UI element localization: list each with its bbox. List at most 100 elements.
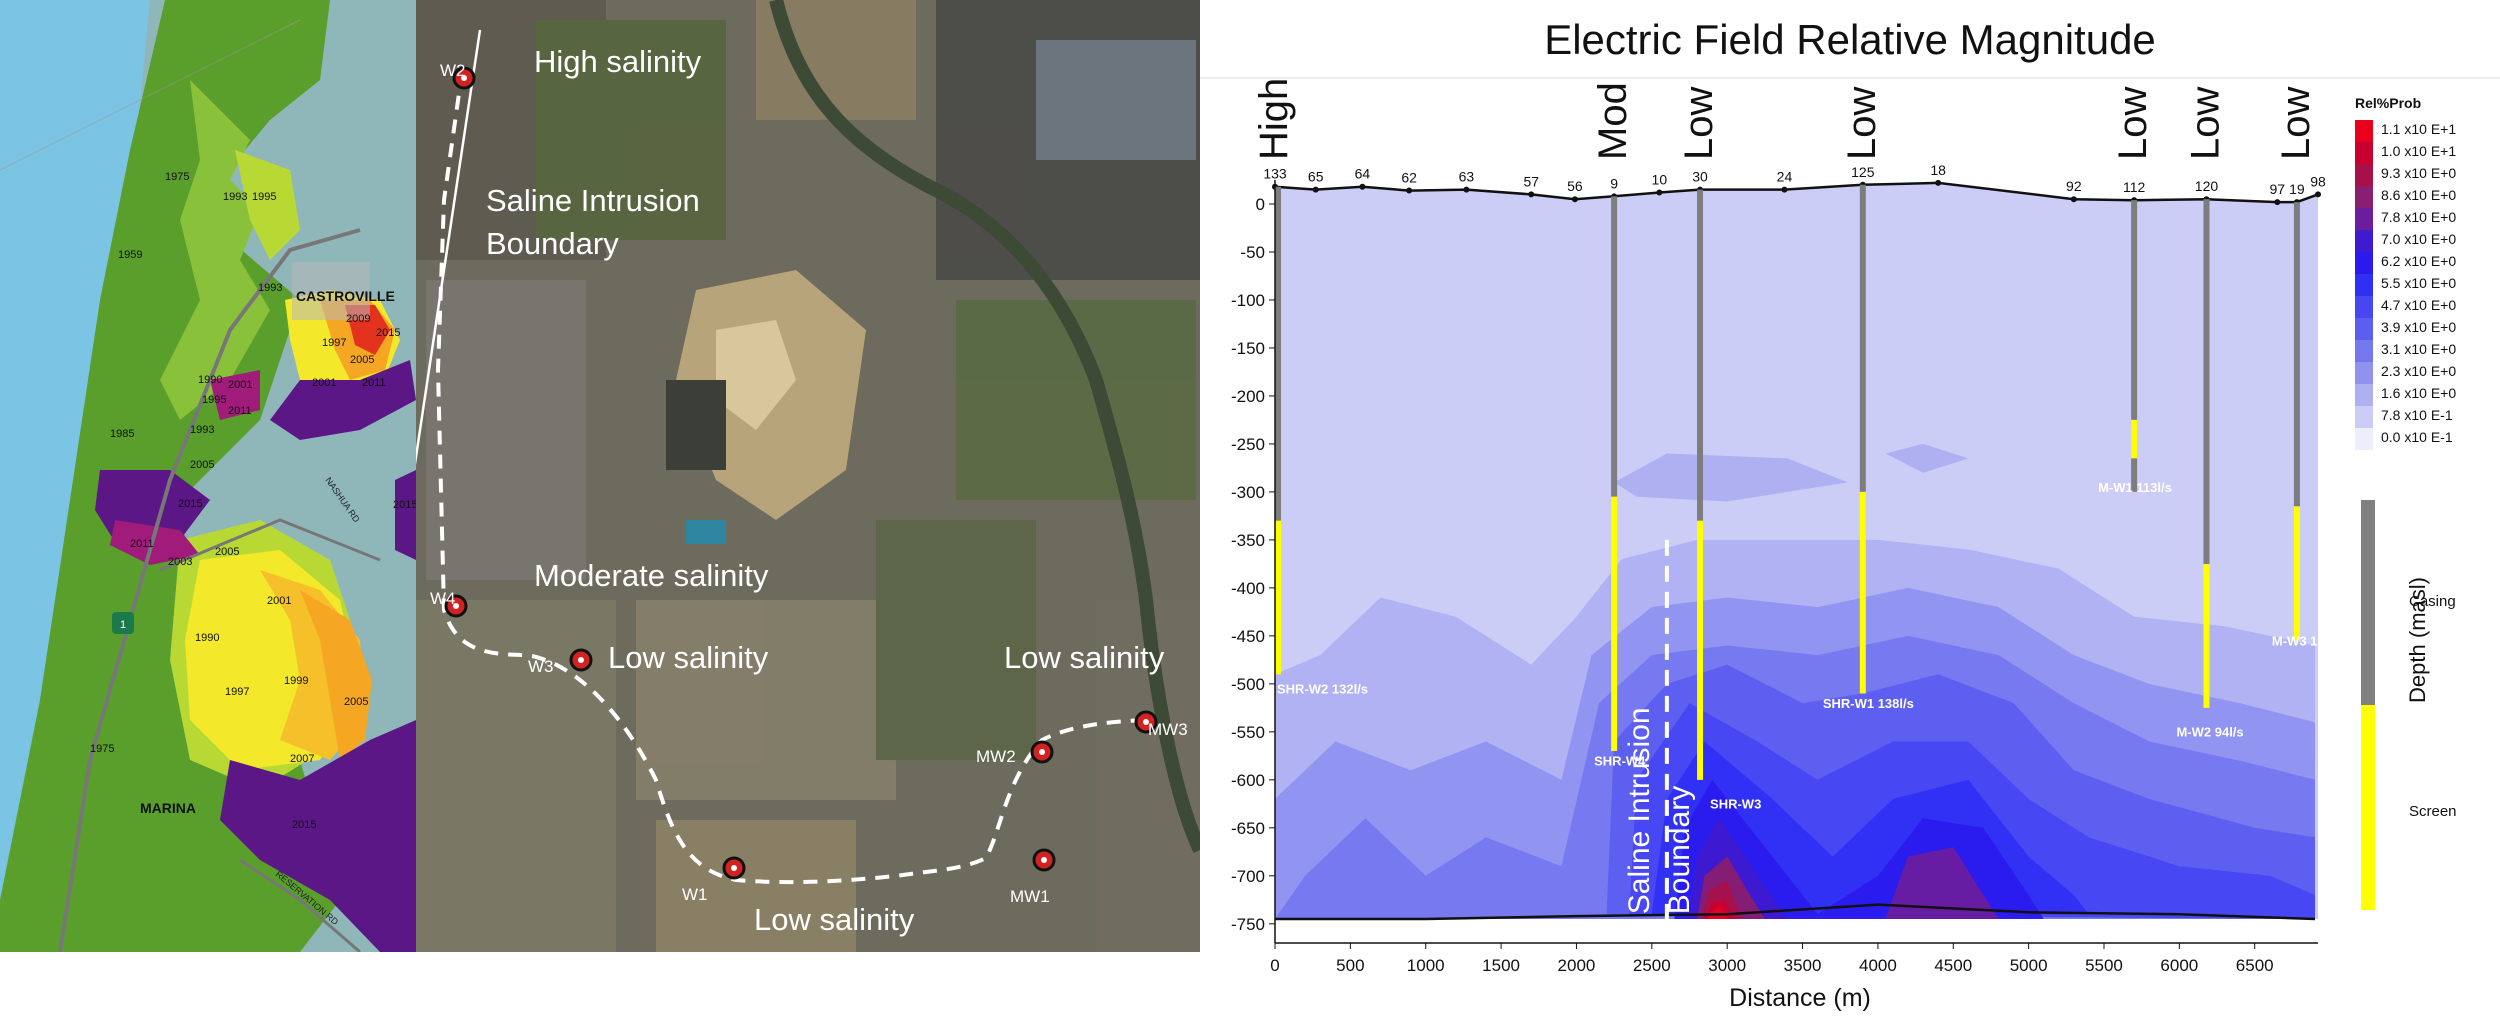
well-label-w4: W4 xyxy=(430,589,456,608)
intrusion-zone-1985 xyxy=(160,80,270,420)
well-mw1-marker[interactable] xyxy=(1032,848,1056,872)
legend-level-label: 7.8 x10 E-1 xyxy=(2381,407,2453,423)
well-label: M-W3 157l/s xyxy=(2272,633,2346,648)
legend-level-label: 5.5 x10 E+0 xyxy=(2381,275,2456,291)
well-w3-marker[interactable] xyxy=(569,648,593,672)
y-tick-label: -750 xyxy=(1231,915,1265,934)
y-tick-label: -150 xyxy=(1231,339,1265,358)
well-mw3-marker[interactable] xyxy=(1134,710,1158,734)
legend-level-label: 4.7 x10 E+0 xyxy=(2381,297,2456,313)
local-road xyxy=(159,518,381,572)
year-label: 1990 xyxy=(198,374,222,386)
shallow-lens xyxy=(1614,453,1848,502)
farm-fields xyxy=(416,0,1200,952)
well-label-mw3: MW3 xyxy=(1148,720,1188,739)
well-label: SHR-W3 xyxy=(1710,797,1761,812)
high-salinity-label: High salinity xyxy=(534,44,702,79)
year-label: 1999 xyxy=(284,675,308,687)
chart-legend: Rel%Prob 1.1 x10 E+1 1.0 x10 E+1 9.3 x10 E+… xyxy=(2355,95,2457,910)
year-label: 1995 xyxy=(202,394,226,406)
legend-swatch xyxy=(2355,120,2373,142)
legend-swatch xyxy=(2355,230,2373,252)
surface-point-label: 18 xyxy=(1930,162,1946,178)
basement-line xyxy=(1275,903,2316,921)
surface-point xyxy=(2274,199,2281,206)
reservation-rd-line xyxy=(239,858,361,952)
x-tick-label: 5500 xyxy=(2085,956,2123,975)
x-axis-title: Distance (m) xyxy=(1729,984,1871,1012)
legend-swatch xyxy=(2355,186,2373,208)
surface-point-label: 120 xyxy=(2195,178,2219,194)
surface-point xyxy=(1528,191,1535,198)
legend-swatch xyxy=(2355,252,2373,274)
chart-title: Electric Field Relative Magnitude xyxy=(1544,16,2156,63)
surface-point xyxy=(1571,196,1578,203)
legend-level-label: 9.3 x10 E+0 xyxy=(2381,165,2456,181)
well-label: SHR-W2 132l/s xyxy=(1277,681,1368,696)
surface-point-label: 62 xyxy=(1401,170,1417,186)
salinity-category-label: Low xyxy=(2274,87,2318,160)
y-tick-label: -450 xyxy=(1231,627,1265,646)
surface-point xyxy=(1781,186,1788,193)
salinity-category-label: Low xyxy=(1840,87,1884,160)
year-label: 1993 xyxy=(190,424,214,436)
surface-point-label: 125 xyxy=(1851,164,1875,180)
x-tick-label: 6000 xyxy=(2160,956,2198,975)
year-label: 2011 xyxy=(228,405,252,417)
surface-point-label: 63 xyxy=(1459,169,1475,185)
seawater-intrusion-map: 1 CASTROVILLE MARINA NASHUA RD RESERVATI… xyxy=(0,0,416,952)
year-label: 2015 xyxy=(376,327,400,339)
surface-point-label: 64 xyxy=(1355,166,1371,182)
x-tick-label: 500 xyxy=(1336,956,1364,975)
quarry-pit xyxy=(716,320,796,430)
x-tick-label: 3500 xyxy=(1784,956,1822,975)
year-label: 2015 xyxy=(292,819,316,831)
shallow-lens-2 xyxy=(1885,443,1969,473)
legend-level-label: 1.6 x10 E+0 xyxy=(2381,385,2456,401)
x-tick-label: 0 xyxy=(1270,956,1279,975)
well-w1-marker[interactable] xyxy=(722,856,746,880)
surface-point-label: 112 xyxy=(2123,179,2146,195)
year-label: 2015 xyxy=(393,499,416,511)
contour-level-4 xyxy=(1885,847,1999,919)
castroville-town-area xyxy=(292,262,370,320)
year-label: 1985 xyxy=(110,428,134,440)
intrusion-contour-map: 1 CASTROVILLE MARINA NASHUA RD RESERVATI… xyxy=(0,0,416,952)
saline-boundary-annotation: Saline Intrusion xyxy=(1623,707,1656,914)
year-label: 2005 xyxy=(215,546,239,558)
well-mw2-marker[interactable] xyxy=(1030,740,1054,764)
surface-point xyxy=(2315,191,2322,198)
year-label: 1997 xyxy=(322,337,346,349)
well-label: SHR-W1 138l/s xyxy=(1823,696,1914,711)
legend-level-label: 3.1 x10 E+0 xyxy=(2381,341,2456,357)
grid-line xyxy=(0,19,301,171)
legend-swatch xyxy=(2355,362,2373,384)
y-tick-label: -700 xyxy=(1231,867,1265,886)
legend-swatch xyxy=(2355,406,2373,428)
well-label-w1: W1 xyxy=(682,885,708,904)
legend-level-label: 1.1 x10 E+1 xyxy=(2381,121,2456,137)
legend-swatch xyxy=(2355,340,2373,362)
electric-field-chart-panel: Electric Field Relative Magnitude 133 65 6… xyxy=(1200,0,2500,1022)
contour-year-labels: 1975 1959 1993 1995 1985 1993 1990 1995 … xyxy=(90,171,416,831)
intrusion-zone-2011-mid xyxy=(210,370,260,420)
year-label: 1959 xyxy=(118,249,142,261)
salinity-category-label: High xyxy=(1252,78,1296,160)
legend-casing-label: Casing xyxy=(2409,593,2456,610)
x-tick-label: 2000 xyxy=(1558,956,1596,975)
surface-point-label: 65 xyxy=(1308,169,1324,185)
legend-casing-bar xyxy=(2361,500,2375,705)
x-tick-label: 1500 xyxy=(1482,956,1520,975)
route-1-shield xyxy=(112,612,134,634)
y-tick-label: -100 xyxy=(1231,291,1265,310)
x-tick-label: 4000 xyxy=(1859,956,1897,975)
y-tick-label: -300 xyxy=(1231,483,1265,502)
well-w2-marker[interactable] xyxy=(452,66,476,90)
well-w4-marker[interactable] xyxy=(444,594,468,618)
legend-level-label: 1.0 x10 E+1 xyxy=(2381,143,2456,159)
x-tick-label: 4500 xyxy=(1934,956,1972,975)
intrusion-zone-2011-west xyxy=(110,520,200,565)
legend-level-label: 3.9 x10 E+0 xyxy=(2381,319,2456,335)
surface-point-label: 97 xyxy=(2270,181,2286,197)
year-label: 2009 xyxy=(346,313,370,325)
